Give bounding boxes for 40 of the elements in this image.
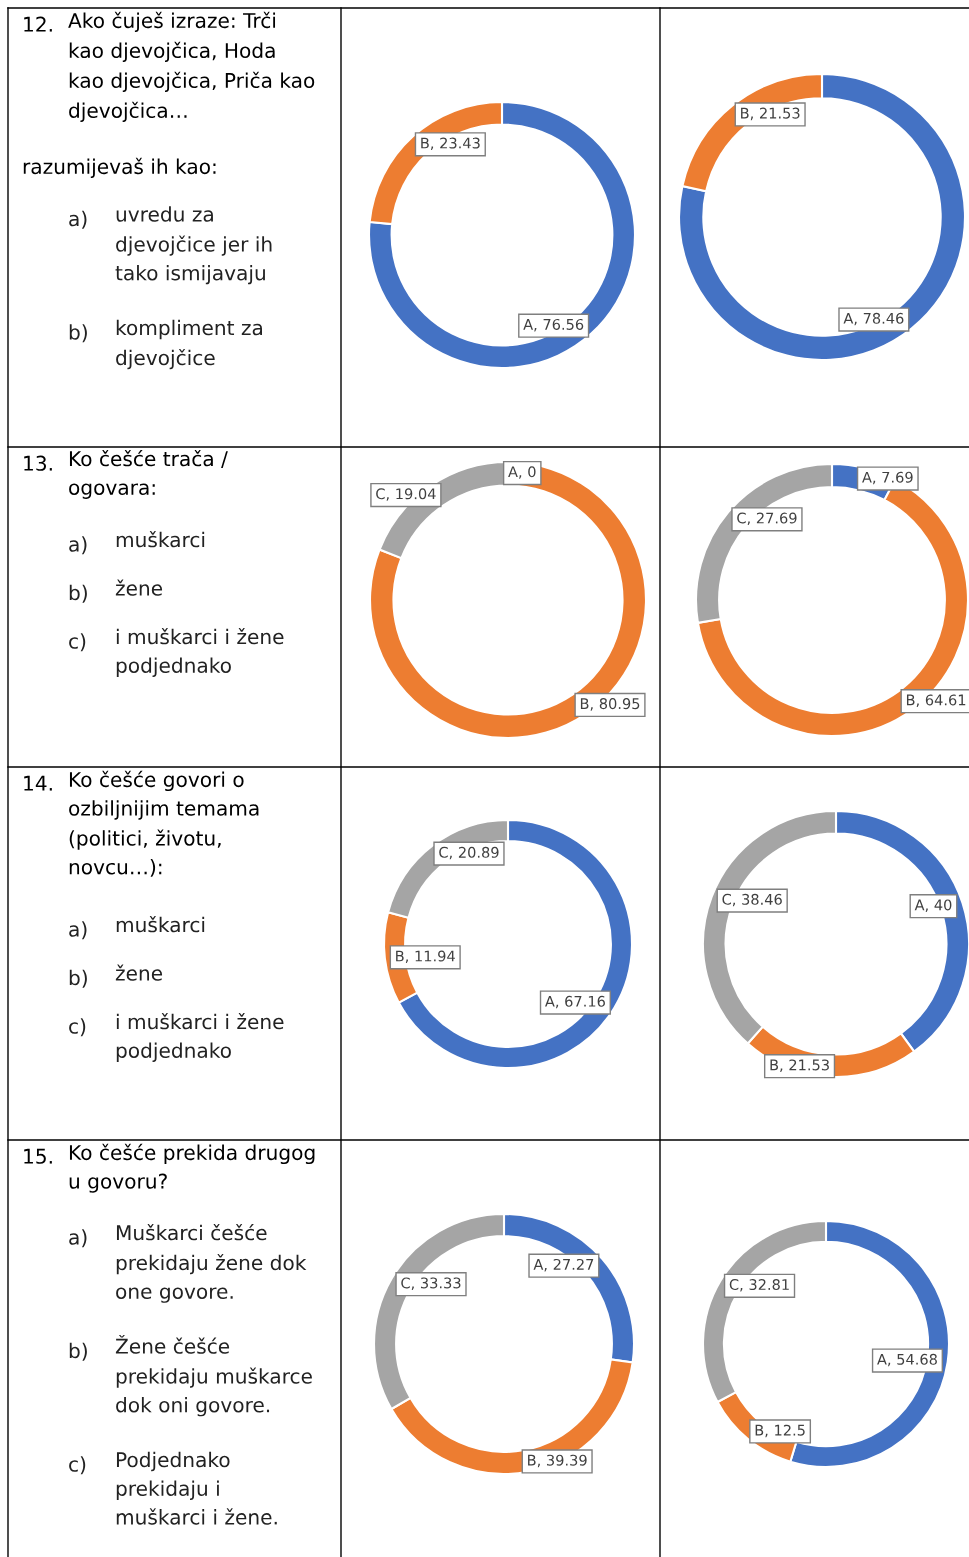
- text: b) žene: [69, 964, 163, 988]
- data-label: C, 20.89: [439, 846, 499, 860]
- data-label: C, 19.04: [376, 488, 436, 501]
- data-label: B, 64.61: [906, 694, 966, 707]
- data-label: A, 78.46: [843, 312, 904, 326]
- donut-slice: [677, 72, 967, 362]
- donut-slice: [367, 100, 637, 370]
- data-label: B, 12.5: [755, 1424, 805, 1438]
- text: 15. Ko češće prekida drugog u govoru?: [24, 1143, 315, 1193]
- text: b) kompliment za djevojčice: [69, 319, 262, 370]
- data-label: A, 67.16: [545, 995, 605, 1009]
- text: b) žene: [69, 579, 163, 603]
- data-label: C, 27.69: [737, 512, 797, 526]
- text: a) Muškarci češće prekidaju žene dok one govore.: [69, 1223, 307, 1303]
- text: 13. Ko češće trača / ogovara:: [24, 449, 228, 499]
- data-label: B, 80.95: [580, 698, 640, 711]
- text: c) Podjednako prekidaju i muškarci i žene.: [69, 1451, 277, 1525]
- data-label: A, 76.56: [523, 318, 584, 332]
- data-label: A, 7.69: [862, 471, 913, 485]
- text: 12. Ako čuješ izraze: Trči kao djevojčica, Hoda kao djevojčica, Priča kao djevojčica…: [24, 11, 315, 122]
- text: razumijevaš ih kao:: [23, 157, 216, 179]
- text: b) Žene češće prekidaju muškarce dok oni govore.: [69, 1334, 312, 1417]
- data-label: B, 23.43: [421, 137, 480, 151]
- data-label: B, 21.53: [741, 107, 800, 121]
- data-label: B, 21.53: [770, 1059, 829, 1072]
- data-label: B, 39.39: [528, 1454, 587, 1468]
- text: c) i muškarci i žene podjednako: [69, 1012, 284, 1062]
- text: c) i muškarci i žene podjednako: [69, 627, 284, 677]
- data-label: C, 38.46: [722, 893, 782, 907]
- text: a) muškarci: [69, 530, 205, 555]
- text: 14. Ko češće govori o ozbiljnijim temama (politici, životu, novcu…):: [24, 770, 259, 877]
- data-label: C, 33.33: [401, 1277, 461, 1290]
- data-label: C, 32.81: [729, 1279, 789, 1292]
- text: a) uvredu za djevojčice jer ih tako ismijavaju: [69, 206, 272, 285]
- data-label: A, 27.27: [533, 1258, 594, 1272]
- data-label: A, 54.68: [877, 1353, 937, 1367]
- text: A, 0: [508, 466, 536, 479]
- text: a) muškarci: [69, 915, 205, 940]
- data-label: A, 40: [914, 899, 952, 912]
- data-label: B, 11.94: [396, 950, 455, 964]
